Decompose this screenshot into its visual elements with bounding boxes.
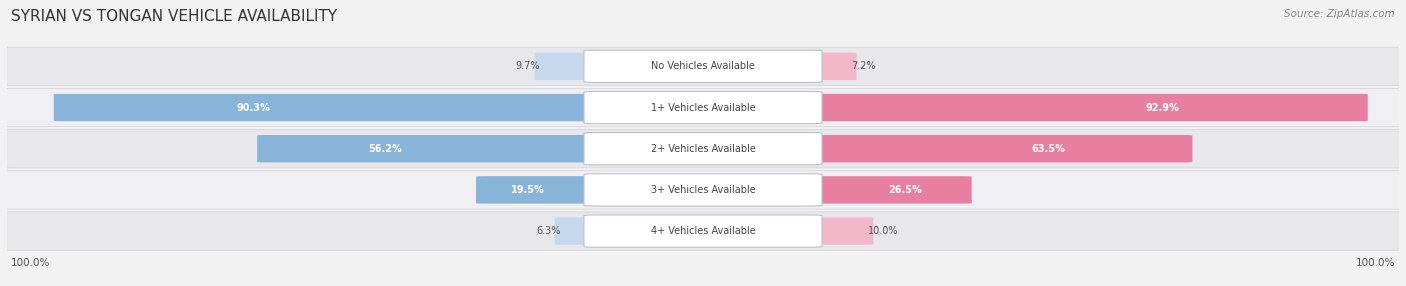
Text: 6.3%: 6.3%	[536, 226, 561, 236]
Text: 100.0%: 100.0%	[1355, 258, 1395, 268]
FancyBboxPatch shape	[583, 174, 823, 206]
FancyBboxPatch shape	[583, 215, 823, 247]
FancyBboxPatch shape	[792, 135, 1192, 162]
FancyBboxPatch shape	[0, 47, 1406, 86]
FancyBboxPatch shape	[477, 176, 614, 204]
Text: 19.5%: 19.5%	[510, 185, 544, 195]
Text: 92.9%: 92.9%	[1146, 103, 1180, 112]
Text: 3+ Vehicles Available: 3+ Vehicles Available	[651, 185, 755, 195]
Text: 4+ Vehicles Available: 4+ Vehicles Available	[651, 226, 755, 236]
Text: 10.0%: 10.0%	[868, 226, 898, 236]
FancyBboxPatch shape	[583, 50, 823, 82]
Text: 56.2%: 56.2%	[368, 144, 402, 154]
Text: 7.2%: 7.2%	[851, 61, 876, 71]
Text: Source: ZipAtlas.com: Source: ZipAtlas.com	[1284, 9, 1395, 19]
Text: 90.3%: 90.3%	[236, 103, 270, 112]
FancyBboxPatch shape	[0, 171, 1406, 209]
FancyBboxPatch shape	[555, 217, 614, 245]
FancyBboxPatch shape	[792, 94, 1368, 121]
FancyBboxPatch shape	[534, 53, 614, 80]
FancyBboxPatch shape	[53, 94, 614, 121]
Text: 26.5%: 26.5%	[889, 185, 922, 195]
Text: 2+ Vehicles Available: 2+ Vehicles Available	[651, 144, 755, 154]
Text: 9.7%: 9.7%	[516, 61, 540, 71]
FancyBboxPatch shape	[792, 176, 972, 204]
Text: 100.0%: 100.0%	[11, 258, 51, 268]
FancyBboxPatch shape	[583, 92, 823, 124]
FancyBboxPatch shape	[0, 130, 1406, 168]
Text: No Vehicles Available: No Vehicles Available	[651, 61, 755, 71]
Text: SYRIAN VS TONGAN VEHICLE AVAILABILITY: SYRIAN VS TONGAN VEHICLE AVAILABILITY	[11, 9, 337, 23]
Text: 63.5%: 63.5%	[1032, 144, 1066, 154]
FancyBboxPatch shape	[792, 217, 873, 245]
FancyBboxPatch shape	[583, 133, 823, 165]
FancyBboxPatch shape	[792, 53, 856, 80]
FancyBboxPatch shape	[0, 88, 1406, 127]
Text: 1+ Vehicles Available: 1+ Vehicles Available	[651, 103, 755, 112]
FancyBboxPatch shape	[257, 135, 614, 162]
FancyBboxPatch shape	[0, 212, 1406, 250]
